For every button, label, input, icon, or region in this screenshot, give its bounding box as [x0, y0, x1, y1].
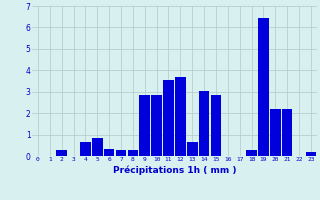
Bar	[104, 148, 115, 156]
Bar	[211, 95, 221, 156]
Bar	[56, 150, 67, 156]
Bar	[306, 152, 316, 156]
Bar	[116, 150, 126, 156]
Bar	[80, 142, 91, 156]
Bar	[187, 142, 197, 156]
X-axis label: Précipitations 1h ( mm ): Précipitations 1h ( mm )	[113, 165, 236, 175]
Bar	[175, 77, 186, 156]
Bar	[246, 150, 257, 156]
Bar	[92, 138, 103, 156]
Bar	[151, 95, 162, 156]
Bar	[140, 95, 150, 156]
Bar	[163, 80, 174, 156]
Bar	[282, 109, 292, 156]
Bar	[258, 18, 269, 156]
Bar	[270, 109, 281, 156]
Bar	[199, 91, 209, 156]
Bar	[128, 150, 138, 156]
